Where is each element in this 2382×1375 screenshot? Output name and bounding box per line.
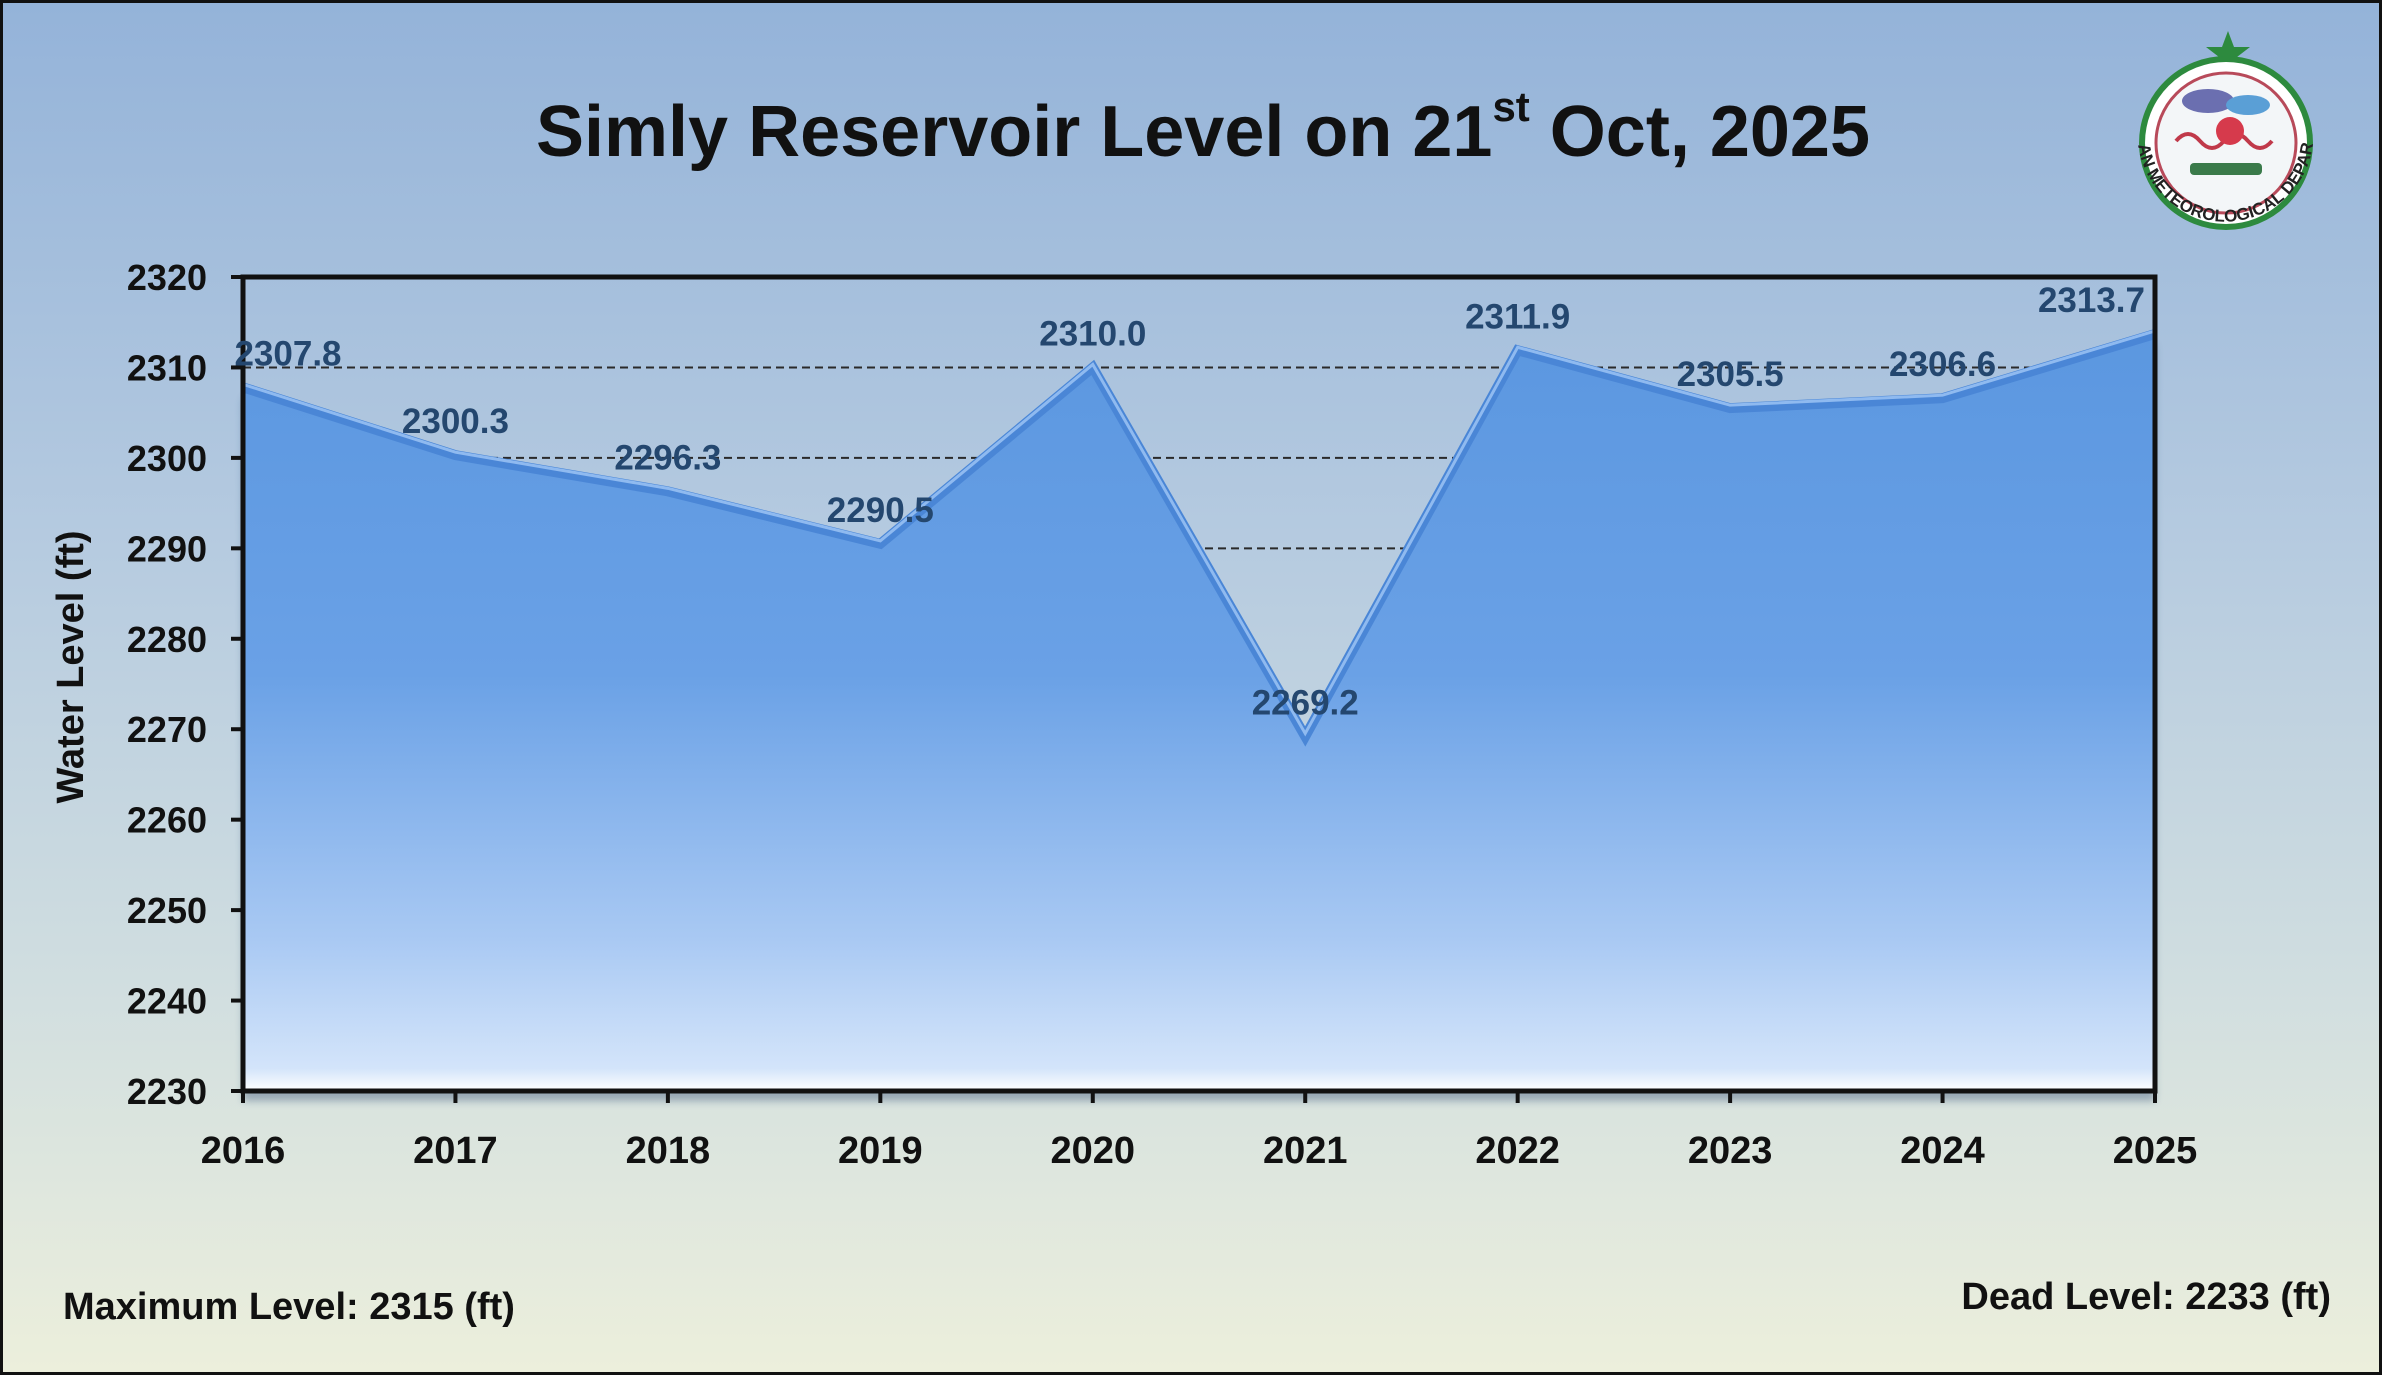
y-tick-label-2240: 2240 [127, 981, 207, 1022]
x-tick-label-2017: 2017 [413, 1130, 498, 1172]
x-tick-label-2019: 2019 [838, 1130, 923, 1172]
data-label-2016: 2307.8 [234, 334, 341, 373]
dead-level-note: Dead Level: 2233 (ft) [1961, 1276, 2331, 1318]
x-tick-label-2018: 2018 [626, 1130, 711, 1172]
x-tick-label-2020: 2020 [1051, 1130, 1136, 1172]
y-tick-label-2290: 2290 [127, 528, 207, 569]
x-tick-label-2023: 2023 [1688, 1130, 1773, 1172]
data-label-2024: 2306.6 [1889, 345, 1996, 384]
y-tick-label-2250: 2250 [127, 890, 207, 931]
data-label-2023: 2305.5 [1677, 355, 1784, 394]
y-tick-label-2270: 2270 [127, 709, 207, 750]
data-labels: 2307.8 2300.3 2296.3 2290.5 2310.0 2269.2 2311… [234, 281, 2145, 722]
title-rest: Oct, 2025 [1529, 92, 1871, 172]
data-label-2018: 2296.3 [614, 438, 721, 477]
y-tick-label-2310: 2310 [127, 347, 207, 388]
star-icon [2206, 31, 2250, 73]
plot-border [240, 274, 2158, 1094]
axes [231, 274, 2158, 1103]
data-label-2017: 2300.3 [402, 402, 509, 441]
pmd-logo: PAKISTAN METEOROLOGICAL DEPARTMENT [2098, 23, 2317, 230]
x-tick-labels: 2016 2017 2018 2019 2020 2021 2022 2023 2024 2025 [201, 1130, 2198, 1172]
y-tick-label-2280: 2280 [127, 619, 207, 660]
x-tick-label-2025: 2025 [2113, 1130, 2198, 1172]
chart-title: Simly Reservoir Level on 21st Oct, 2025 [3, 83, 2379, 173]
data-label-2020: 2310.0 [1039, 314, 1146, 353]
x-tick-label-2021: 2021 [1263, 1130, 1348, 1172]
data-label-2025: 2313.7 [2038, 281, 2145, 320]
y-axis-label: Water Level (ft) [50, 530, 92, 803]
area-fill [243, 333, 2155, 1092]
area-highlight [242, 329, 2156, 737]
area-chart: 2230 2240 2250 2260 2270 2280 2290 2300 2310 2320… [50, 257, 2198, 1172]
data-label-2021: 2269.2 [1252, 683, 1359, 722]
y-tick-labels: 2230 2240 2250 2260 2270 2280 2290 2300 2310 2320 [127, 257, 207, 1112]
data-label-2022: 2311.9 [1465, 297, 1570, 336]
x-tick-label-2022: 2022 [1475, 1130, 1560, 1172]
title-main: Simly Reservoir Level on 21 [535, 92, 1493, 172]
maximum-level-note: Maximum Level: 2315 (ft) [63, 1286, 515, 1328]
data-label-2019: 2290.5 [827, 491, 934, 530]
x-tick-label-2016: 2016 [201, 1130, 286, 1172]
x-tick-label-2024: 2024 [1900, 1130, 1985, 1172]
y-tick-label-2230: 2230 [127, 1071, 207, 1112]
y-tick-label-2260: 2260 [127, 800, 207, 841]
y-tick-label-2320: 2320 [127, 257, 207, 298]
y-tick-label-2300: 2300 [127, 438, 207, 479]
area-series [241, 329, 2157, 1102]
title-superscript: st [1492, 83, 1530, 130]
